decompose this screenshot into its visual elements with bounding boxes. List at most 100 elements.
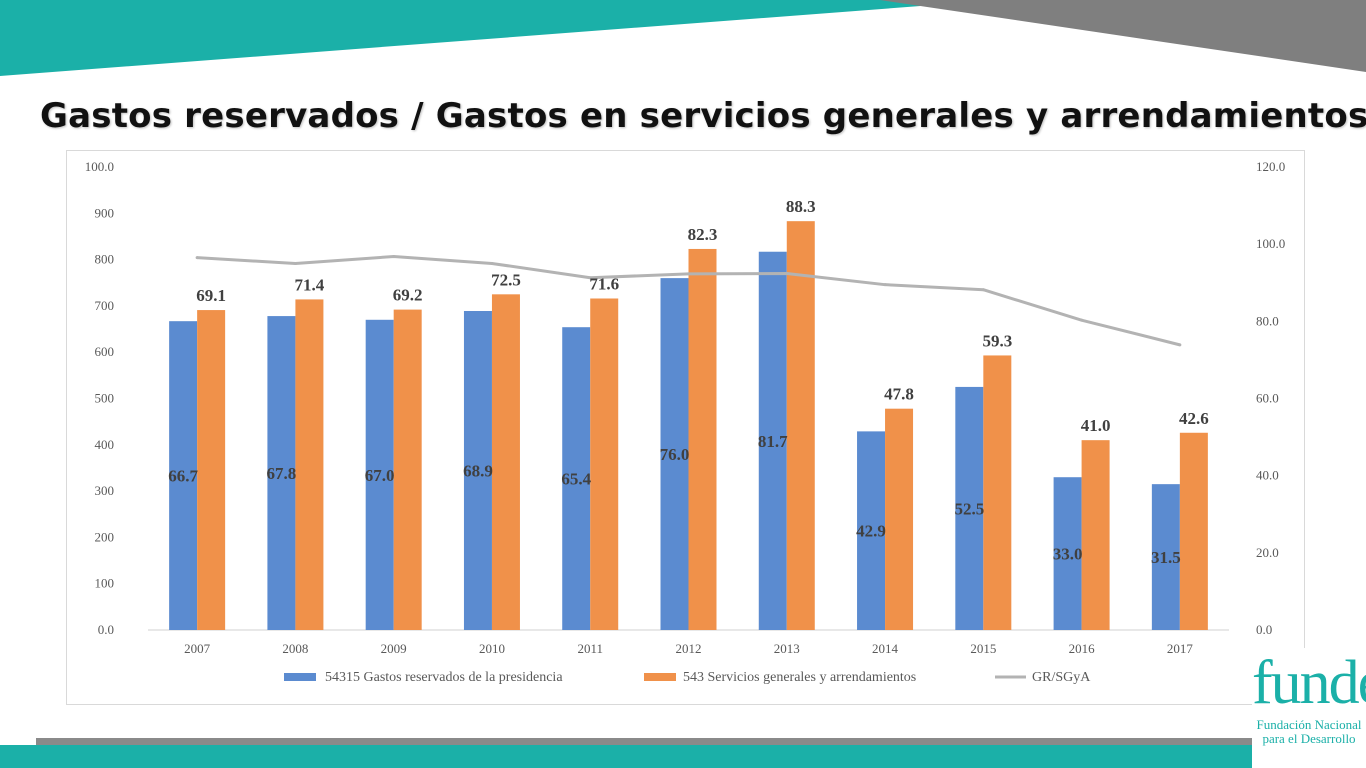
data-label-servicios-generales: 42.6 xyxy=(1179,409,1209,428)
bar-servicios-generales xyxy=(590,298,619,630)
bar-gastos-reservados xyxy=(1151,484,1180,630)
footer-teal-bar xyxy=(0,745,1366,768)
bar-servicios-generales xyxy=(197,310,226,630)
data-label-gastos-reservados: 31.5 xyxy=(1151,548,1181,567)
x-axis-tick-label: 2014 xyxy=(872,641,899,656)
right-axis-tick-label: 100.0 xyxy=(1256,236,1285,251)
bar-gastos-reservados xyxy=(1053,477,1082,630)
ratio-line-point xyxy=(392,255,396,259)
left-axis-tick-label: 100.0 xyxy=(85,159,114,174)
bar-servicios-generales xyxy=(885,408,914,630)
x-axis-tick-label: 2008 xyxy=(282,641,308,656)
x-axis-tick-label: 2016 xyxy=(1069,641,1096,656)
bar-gastos-reservados xyxy=(365,319,394,630)
data-label-gastos-reservados: 68.9 xyxy=(463,461,493,480)
data-label-servicios-generales: 47.8 xyxy=(884,385,914,404)
funde-logo: funde Fundación Nacional para el Desarro… xyxy=(1252,648,1366,768)
data-label-servicios-generales: 41.0 xyxy=(1081,416,1111,435)
left-axis-tick-label: 700 xyxy=(95,298,115,313)
right-axis-tick-label: 20.0 xyxy=(1256,545,1279,560)
ratio-line-point xyxy=(981,288,985,292)
x-axis-tick-label: 2012 xyxy=(676,641,702,656)
data-label-gastos-reservados: 52.5 xyxy=(954,499,984,518)
right-axis-tick-label: 40.0 xyxy=(1256,468,1279,483)
data-label-gastos-reservados: 33.0 xyxy=(1053,545,1083,564)
x-axis-tick-label: 2010 xyxy=(479,641,505,656)
bar-gastos-reservados xyxy=(169,321,198,630)
left-axis-tick-label: 0.0 xyxy=(98,622,114,637)
ratio-line-point xyxy=(687,272,690,276)
data-label-servicios-generales: 69.2 xyxy=(393,286,423,305)
teal-banner-shape xyxy=(0,0,1000,76)
left-axis-tick-label: 400 xyxy=(95,437,115,452)
legend-swatch-servicios-generales xyxy=(644,673,676,681)
bar-servicios-generales xyxy=(1179,432,1208,630)
data-label-servicios-generales: 71.6 xyxy=(589,274,619,293)
data-label-gastos-reservados: 81.7 xyxy=(758,432,788,451)
combo-bar-line-chart: 0.0 100 200 300 400 500 600 700 800 900 100.0 0.0 2… xyxy=(85,159,1286,685)
data-label-gastos-reservados: 76.0 xyxy=(660,445,690,464)
bar-servicios-generales xyxy=(688,248,717,630)
bar-gastos-reservados xyxy=(267,316,296,630)
left-axis-tick-label: 500 xyxy=(95,391,115,406)
bar-servicios-generales xyxy=(786,221,815,630)
legend-label-ratio: GR/SGyA xyxy=(1032,670,1091,685)
left-axis-tick-label: 900 xyxy=(95,205,115,220)
ratio-line-point xyxy=(588,276,592,280)
footer-gray-bar xyxy=(36,738,1366,745)
legend-label-servicios-generales: 543 Servicios generales y arrendamientos xyxy=(683,670,916,685)
legend-swatch-gastos-reservados xyxy=(284,673,316,681)
data-label-servicios-generales: 82.3 xyxy=(688,225,718,244)
ratio-line-point xyxy=(490,261,494,265)
bar-gastos-reservados xyxy=(955,386,984,630)
x-axis-tick-label: 2013 xyxy=(774,641,800,656)
left-axis-tick-label: 600 xyxy=(95,344,115,359)
data-label-gastos-reservados: 42.9 xyxy=(856,522,886,541)
x-axis-tick-label: 2009 xyxy=(381,641,407,656)
right-axis-tick-label: 120.0 xyxy=(1256,159,1285,174)
bar-servicios-generales xyxy=(491,294,520,630)
bar-gastos-reservados xyxy=(660,278,689,630)
left-axis-tick-label: 200 xyxy=(95,529,115,544)
bar-gastos-reservados xyxy=(758,251,787,630)
data-label-servicios-generales: 71.4 xyxy=(295,275,325,294)
data-label-servicios-generales: 72.5 xyxy=(491,270,521,289)
left-axis-tick-label: 300 xyxy=(95,483,115,498)
bar-servicios-generales xyxy=(983,355,1012,630)
bar-gastos-reservados xyxy=(463,310,492,630)
legend-label-gastos-reservados: 54315 Gastos reservados de la presidenci… xyxy=(325,670,563,685)
ratio-line-point xyxy=(293,261,297,265)
logo-subtitle-line2: para el Desarrollo xyxy=(1262,731,1356,746)
data-label-gastos-reservados: 66.7 xyxy=(168,467,198,486)
left-axis-tick-label: 100 xyxy=(95,576,115,591)
bar-servicios-generales xyxy=(393,309,422,630)
ratio-line-point xyxy=(195,256,199,260)
data-label-servicios-generales: 88.3 xyxy=(786,197,816,216)
gray-banner-shape xyxy=(880,0,1366,72)
page-title: Gastos reservados / Gastos en servicios … xyxy=(40,96,1366,136)
bar-gastos-reservados xyxy=(857,431,886,630)
ratio-line-point xyxy=(1178,343,1182,347)
logo-subtitle-line1: Fundación Nacional xyxy=(1256,717,1362,732)
logo-wordmark: funde xyxy=(1252,649,1366,717)
bar-servicios-generales xyxy=(1081,440,1110,630)
data-label-servicios-generales: 69.1 xyxy=(196,286,226,305)
bar-gastos-reservados xyxy=(562,327,591,630)
x-axis-tick-label: 2015 xyxy=(970,641,996,656)
x-axis-tick-label: 2007 xyxy=(184,641,211,656)
legend: 54315 Gastos reservados de la presidenci… xyxy=(284,670,1091,685)
data-label-gastos-reservados: 67.8 xyxy=(267,464,297,483)
data-label-gastos-reservados: 67.0 xyxy=(365,466,395,485)
right-axis-tick-label: 0.0 xyxy=(1256,622,1272,637)
ratio-line-point xyxy=(785,271,789,275)
x-axis-tick-label: 2017 xyxy=(1167,641,1194,656)
left-axis-tick-label: 800 xyxy=(95,252,115,267)
right-axis-tick-label: 80.0 xyxy=(1256,313,1279,328)
data-label-gastos-reservados: 65.4 xyxy=(561,470,591,489)
ratio-line-point xyxy=(1080,318,1084,322)
bar-servicios-generales xyxy=(295,299,324,630)
right-axis-tick-label: 60.0 xyxy=(1256,391,1279,406)
header-banner xyxy=(0,0,1366,76)
data-label-servicios-generales: 59.3 xyxy=(982,331,1012,350)
bar-series xyxy=(169,221,1208,630)
